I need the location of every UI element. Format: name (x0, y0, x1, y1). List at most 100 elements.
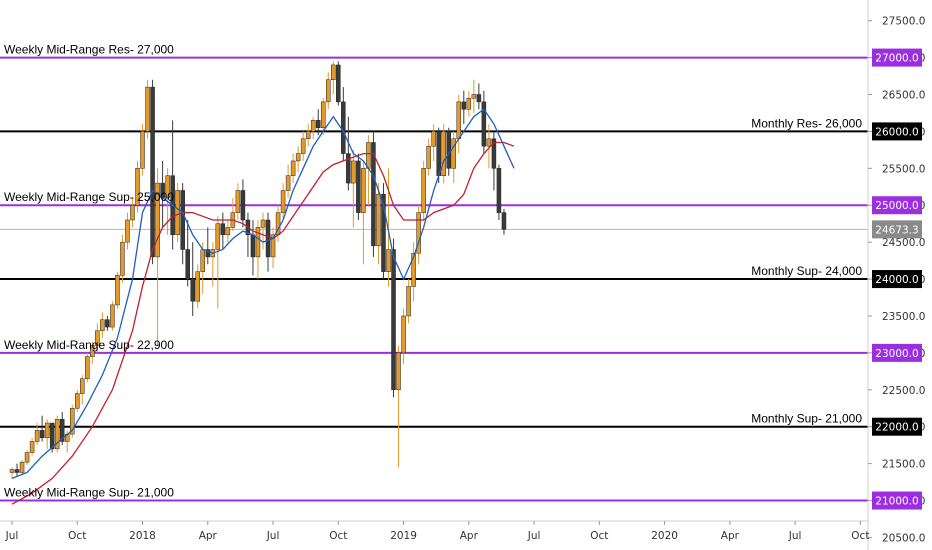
candle-body (431, 131, 436, 147)
candle-body (195, 271, 200, 302)
candle-body (180, 190, 185, 250)
candle-body (260, 219, 266, 228)
x-tick-label: Jul (266, 530, 280, 542)
moving-averages (11, 108, 515, 505)
level-badge-text: 24000.0 (875, 274, 918, 286)
candle-body (371, 142, 376, 247)
candle-body (280, 190, 286, 213)
x-axis[interactable]: Jul Oct 2018 Apr Jul Oct 2019 Apr Jul Oct 2020 Apr J… (5, 521, 870, 542)
candle-body (130, 204, 135, 221)
y-tick-label: 20500.0 (882, 532, 925, 544)
candle-body (285, 175, 291, 191)
ma-slow-line (11, 141, 515, 505)
candle-body (150, 86, 155, 258)
candle-body (441, 131, 446, 176)
last-price-badge (872, 220, 922, 239)
x-tick-label: Jul (788, 530, 802, 542)
candle-body (295, 153, 301, 162)
candle-body (331, 64, 336, 80)
candles (9, 61, 507, 479)
candle-body (135, 168, 140, 206)
candle-body (235, 190, 241, 213)
candle-body (120, 241, 125, 276)
candle-body (376, 193, 381, 247)
y-tick-label: 24500.0 (882, 237, 925, 249)
level-label-23000: Weekly Mid-Range Sup- 22,900 (4, 338, 174, 352)
candle-body (341, 101, 346, 154)
candle-body (90, 345, 95, 357)
candle-body (265, 219, 271, 258)
x-tick-label: 2018 (129, 530, 156, 542)
candle-body (185, 249, 190, 280)
candle-body (411, 252, 416, 287)
candle-body (200, 249, 206, 272)
candle-body (466, 97, 472, 110)
candle-body (105, 319, 110, 328)
candle-body (326, 79, 331, 103)
candle-body (100, 319, 105, 331)
candle-body (145, 86, 150, 132)
ma-fast-line (11, 108, 515, 480)
x-tick-label: Apr (199, 530, 218, 542)
candle-body (215, 223, 221, 250)
candle-body (29, 441, 35, 453)
candle-body (14, 469, 20, 473)
candle-body (69, 408, 75, 435)
x-tick-label: Oct (590, 530, 608, 542)
level-badge-23000 (872, 343, 922, 362)
level-badge-text: 25000.0 (875, 200, 918, 212)
candle-body (24, 452, 30, 463)
candle-body (39, 430, 45, 439)
level-label-25000: Weekly Mid-Range Sup- 25,000 (4, 190, 174, 204)
y-tick-label: 25500.0 (882, 163, 925, 175)
level-badge-text: 27000.0 (875, 53, 918, 65)
level-label-27000: Weekly Mid-Range Res- 27,000 (4, 43, 174, 57)
candle-body (315, 120, 321, 128)
candle-body (386, 249, 391, 272)
level-labels: Weekly Mid-Range Res- 27,000 Monthly Res-… (4, 43, 862, 500)
candle-body (476, 94, 482, 103)
candle-body (9, 469, 15, 473)
candle-body (456, 101, 462, 140)
candle-body (451, 138, 457, 169)
candle-body (471, 94, 477, 99)
candle-body (115, 275, 120, 306)
level-badge-25000 (872, 196, 922, 215)
level-badge-text: 23000.0 (875, 348, 918, 360)
level-label-22000: Monthly Sup- 21,000 (751, 412, 862, 426)
candle-body (406, 286, 411, 317)
candle-body (396, 352, 401, 391)
candle-body (436, 131, 441, 176)
candle-body (381, 193, 386, 272)
last-price-badge-text: 24673.3 (875, 224, 918, 236)
candle-body (225, 227, 231, 236)
candle-body (165, 175, 170, 199)
candle-body (125, 219, 130, 243)
x-tick-label: Oct (68, 530, 86, 542)
candle-body (391, 249, 396, 391)
candle-body (300, 138, 306, 154)
level-badge-26000 (872, 122, 922, 141)
candle-body (320, 101, 326, 128)
candle-body (205, 249, 211, 258)
y-tick-label: 21500.0 (882, 459, 925, 471)
y-tick-label: 23500.0 (882, 311, 925, 323)
candle-body (54, 419, 60, 450)
candle-body (59, 419, 65, 442)
candle-body (80, 378, 85, 394)
candle-body (491, 138, 497, 169)
candle-body (34, 430, 40, 442)
candle-body (270, 234, 276, 258)
candle-body (310, 120, 316, 132)
candle-body (110, 304, 115, 328)
candle-body (85, 356, 90, 379)
candle-body (19, 461, 25, 473)
candle-body (481, 101, 487, 147)
level-label-24000: Monthly Sup- 24,000 (751, 264, 862, 278)
candle-body (361, 168, 366, 213)
x-tick-label: Apr (460, 530, 479, 542)
candle-body (421, 168, 426, 213)
candle-body (95, 330, 100, 346)
candle-body (401, 315, 406, 354)
